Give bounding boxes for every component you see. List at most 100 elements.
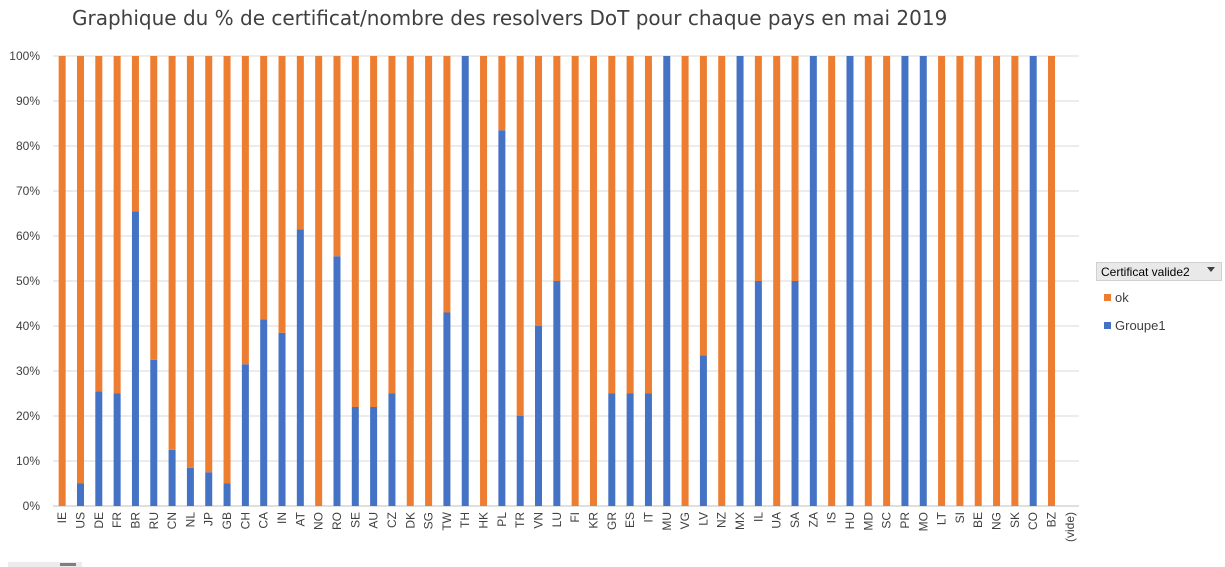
x-tick-label: CN [165,512,179,529]
legend-filter-dropdown[interactable]: Certificat valide2 [1096,262,1222,281]
x-tick-label: IT [641,511,655,522]
x-tick-label: NO [312,512,326,530]
bar-segment-groupe1 [388,393,396,506]
bar-segment-groupe1 [131,211,139,506]
x-tick-label: LU [550,512,564,527]
bar-segment-ok [205,56,213,473]
field-button-bar [8,562,82,567]
x-tick-label: SI [953,512,967,523]
bar-segment-ok [443,56,451,313]
bar-segment-ok [516,56,524,416]
bar-segment-groupe1 [241,364,249,506]
x-tick-label: NG [990,512,1004,530]
x-tick-label: MU [660,512,674,531]
bar-segment-ok [150,56,158,360]
bar-segment-ok [589,56,597,506]
dropdown-arrow-icon[interactable] [1207,267,1215,272]
bar-segment-ok [1011,56,1019,506]
bar-segment-ok [791,56,799,281]
bar-segment-ok [699,56,707,356]
x-tick-label: JP [202,512,216,526]
bar-segment-ok [425,56,433,506]
bar-segment-groupe1 [333,256,341,506]
bar-segment-groupe1 [846,56,854,506]
x-tick-label: TH [458,512,472,528]
x-tick-label: US [73,512,87,529]
x-tick-label: NZ [715,512,729,528]
bar-segment-groupe1 [516,416,524,506]
x-tick-label: MO [916,512,930,531]
bar-segment-ok [754,56,762,281]
bar-segment-ok [626,56,634,394]
bar-segment-ok [333,56,341,257]
y-tick-label: 60% [16,229,40,243]
x-tick-label: DK [403,512,417,529]
bar-segment-groupe1 [76,483,84,506]
bar-segment-groupe1 [663,56,671,506]
x-tick-label: RU [147,512,161,529]
bar-segment-ok [553,56,561,281]
y-tick-label: 0% [23,499,41,513]
x-tick-label: PR [898,512,912,529]
x-tick-label: CZ [385,512,399,528]
bar-segment-ok [241,56,249,365]
bar-segment-ok [58,56,66,506]
bar-segment-ok [938,56,946,506]
bar-segment-ok [608,56,616,394]
bar-segment-ok [535,56,543,326]
bar-segment-ok [864,56,872,506]
bar-segment-groupe1 [186,467,194,506]
bar-segment-ok [681,56,689,506]
x-tick-label: GR [605,512,619,530]
bar-segment-ok [571,56,579,506]
bar-segment-groupe1 [461,56,469,506]
x-tick-label: (vide) [1063,512,1077,542]
bar-segment-groupe1 [1029,56,1037,506]
x-tick-label: IE [55,512,69,523]
y-tick-label: 20% [16,409,40,423]
bar-segment-groupe1 [296,229,304,506]
bar-segment-groupe1 [370,407,378,506]
x-tick-label: TW [440,511,454,530]
bar-segment-ok [186,56,194,468]
x-tick-label: RO [330,512,344,530]
bar-segment-groupe1 [351,407,359,506]
bar-segment-ok [278,56,286,333]
bar-segment-groupe1 [223,483,231,506]
bar-segment-ok [168,56,176,450]
bar-segment-groupe1 [95,391,103,506]
bar-segment-ok [498,56,506,131]
x-tick-label: VN [532,512,546,529]
y-tick-label: 70% [16,184,40,198]
bar-segment-ok [370,56,378,407]
x-tick-label: AT [293,511,307,526]
y-tick-label: 40% [16,319,40,333]
bar-segment-ok [95,56,103,392]
bar-segment-groupe1 [150,359,158,506]
bar-segment-ok [993,56,1001,506]
y-tick-label: 30% [16,364,40,378]
bar-segment-groupe1 [535,326,543,506]
bar-segment-ok [480,56,488,506]
bar-segment-ok [406,56,414,506]
legend-swatch-ok [1104,294,1111,301]
bar-segment-groupe1 [498,130,506,506]
bar-segment-ok [223,56,231,484]
x-tick-label: MD [861,512,875,531]
bar-segment-groupe1 [608,393,616,506]
x-tick-label: NL [183,512,197,528]
legend-item-groupe1: Groupe1 [1104,318,1166,333]
legend-title: Certificat valide2 [1101,265,1190,279]
bar-segment-groupe1 [791,281,799,506]
bar-segment-ok [718,56,726,506]
x-tick-label: MX [733,512,747,530]
legend-item-ok: ok [1104,290,1129,305]
bar-segment-ok [296,56,304,230]
bar-segment-groupe1 [168,449,176,506]
x-tick-label: BE [971,512,985,528]
bar-segment-ok [644,56,652,394]
bar-segment-groupe1 [809,56,817,506]
x-tick-label: LT [935,511,949,525]
field-dropdown-icon[interactable] [60,563,76,566]
